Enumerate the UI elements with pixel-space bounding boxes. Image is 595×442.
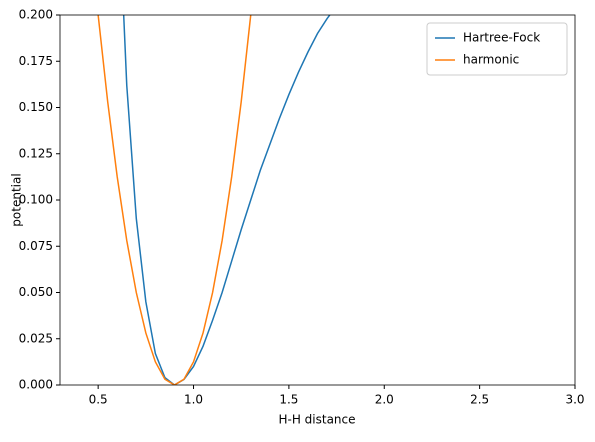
x-axis-label: H-H distance: [278, 413, 355, 427]
series-line: [97, 15, 252, 385]
y-tick-label: 0.200: [19, 8, 53, 22]
y-tick-label: 0.000: [19, 378, 53, 392]
y-tick-label: 0.125: [19, 146, 53, 160]
x-tick-label: 0.5: [89, 393, 108, 407]
y-tick-label: 0.175: [19, 54, 53, 68]
x-tick-label: 3.0: [565, 393, 584, 407]
y-tick-label: 0.050: [19, 285, 53, 299]
legend-label: Hartree-Fock: [463, 31, 540, 45]
y-tick-label: 0.100: [19, 193, 53, 207]
x-tick-label: 1.0: [184, 393, 203, 407]
axes-frame: [59, 14, 576, 386]
x-tick-label: 1.5: [279, 393, 298, 407]
y-tick-label: 0.075: [19, 239, 53, 253]
y-tick-label: 0.025: [19, 331, 53, 345]
plot-area: [97, 15, 331, 385]
y-axis-label: potential: [10, 173, 24, 226]
legend-box: [426, 22, 568, 76]
y-tick-label: 0.150: [19, 100, 53, 114]
series-line: [122, 15, 331, 385]
legend-label: harmonic: [463, 53, 519, 67]
x-tick-label: 2.0: [375, 393, 394, 407]
x-tick-label: 2.5: [470, 393, 489, 407]
